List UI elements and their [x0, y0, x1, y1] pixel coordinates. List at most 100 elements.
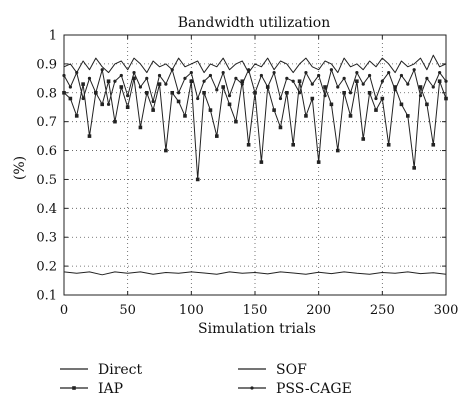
data-point-iap	[132, 76, 136, 81]
data-point-pss-cage	[145, 76, 149, 80]
data-point-pss-cage	[215, 88, 219, 92]
data-point-pss-cage	[259, 73, 263, 78]
legend-marker	[250, 386, 254, 390]
y-tick-label: 0.4	[36, 202, 57, 217]
data-point-iap	[74, 114, 79, 118]
data-point-iap	[425, 102, 429, 107]
data-point-iap	[119, 85, 124, 89]
data-point-iap	[406, 114, 410, 118]
legend-item-direct: Direct	[60, 362, 143, 378]
data-point-iap	[310, 96, 315, 101]
data-point-iap	[367, 90, 372, 95]
x-tick-label: 300	[434, 303, 459, 318]
y-tick-label: 0.2	[36, 260, 57, 275]
grid	[64, 35, 446, 295]
x-tick-label: 100	[179, 303, 204, 318]
data-point-pss-cage	[323, 94, 327, 98]
y-tick-label: 0.6	[36, 144, 57, 159]
data-point-pss-cage	[119, 73, 123, 78]
series-sof	[63, 54, 447, 74]
data-point-pss-cage	[425, 76, 429, 80]
data-point-iap	[246, 142, 251, 147]
legend: Direct IAP SOF PSS-CAGE	[60, 362, 352, 397]
data-point-pss-cage	[412, 68, 416, 72]
data-point-pss-cage	[126, 94, 130, 98]
data-point-iap	[151, 108, 155, 112]
data-point-iap	[81, 82, 85, 86]
legend-label: IAP	[98, 381, 123, 397]
data-point-iap	[431, 142, 436, 147]
y-tick-label: 0.5	[36, 173, 57, 188]
data-point-iap	[221, 85, 225, 89]
data-point-iap	[348, 114, 353, 118]
data-point-iap	[208, 108, 213, 112]
data-point-iap	[189, 79, 194, 84]
data-point-iap	[138, 125, 143, 130]
legend-item-iap: IAP	[60, 381, 123, 397]
data-point-iap	[355, 79, 359, 84]
data-point-iap	[393, 85, 397, 89]
data-point-pss-cage	[94, 91, 98, 95]
data-point-iap	[202, 90, 206, 95]
x-tick-label: 0	[60, 303, 68, 318]
data-point-iap	[183, 114, 187, 118]
data-point-iap	[412, 166, 416, 170]
data-point-pss-cage	[418, 94, 423, 98]
data-point-pss-cage	[81, 96, 85, 101]
data-point-pss-cage	[393, 88, 397, 92]
data-point-pss-cage	[285, 76, 289, 80]
data-point-iap	[125, 105, 130, 110]
data-point-iap	[323, 85, 327, 89]
data-point-pss-cage	[132, 70, 136, 75]
data-point-pss-cage	[100, 68, 104, 72]
y-tick-label: 0.3	[36, 231, 57, 246]
y-tick-label: 1	[49, 29, 57, 44]
legend-label: PSS-CAGE	[276, 381, 352, 397]
data-point-iap	[240, 79, 245, 84]
data-point-pss-cage	[202, 79, 206, 83]
data-point-iap	[100, 102, 104, 107]
data-point-pss-cage	[438, 70, 442, 75]
data-point-pss-cage	[113, 79, 117, 83]
data-point-pss-cage	[151, 99, 155, 104]
data-point-iap	[342, 90, 346, 95]
data-point-pss-cage	[208, 73, 213, 78]
data-point-pss-cage	[431, 85, 435, 89]
legend-label: Direct	[98, 362, 143, 378]
data-point-iap	[386, 142, 391, 147]
data-point-pss-cage	[138, 85, 142, 89]
x-tick-label: 50	[119, 303, 136, 318]
data-point-iap	[437, 79, 442, 84]
data-point-pss-cage	[247, 68, 251, 72]
y-axis: 0.1 0.2 0.3 0.4 0.5 0.6 0.7 0.8 0.9 1	[36, 29, 446, 304]
data-point-pss-cage	[183, 76, 187, 80]
x-tick-label: 200	[306, 303, 331, 318]
data-point-pss-cage	[221, 70, 225, 75]
data-point-pss-cage	[329, 68, 333, 72]
data-point-iap	[272, 108, 276, 112]
data-point-iap	[259, 160, 264, 164]
data-point-iap	[316, 160, 321, 164]
data-point-iap	[380, 96, 385, 101]
data-point-pss-cage	[368, 73, 372, 78]
x-axis: 0 50 100 150 200 250 300	[60, 35, 459, 318]
y-tick-label: 0.1	[36, 289, 57, 304]
data-point-pss-cage	[196, 96, 200, 101]
data-point-iap	[278, 125, 283, 130]
series-direct	[63, 271, 447, 276]
data-point-iap	[374, 108, 378, 112]
data-point-iap	[195, 177, 200, 182]
data-point-pss-cage	[278, 96, 283, 101]
data-point-pss-cage	[342, 76, 346, 80]
legend-marker	[72, 386, 76, 390]
data-point-pss-cage	[177, 91, 181, 95]
data-point-pss-cage	[297, 91, 302, 95]
data-point-iap	[157, 82, 162, 86]
data-point-iap	[144, 90, 149, 95]
data-point-iap	[399, 102, 404, 107]
series-line-sof	[63, 54, 447, 74]
y-axis-title: (%)	[12, 156, 28, 180]
data-point-pss-cage	[304, 70, 308, 75]
y-tick-label: 0.9	[36, 57, 57, 72]
legend-label: SOF	[276, 362, 307, 378]
